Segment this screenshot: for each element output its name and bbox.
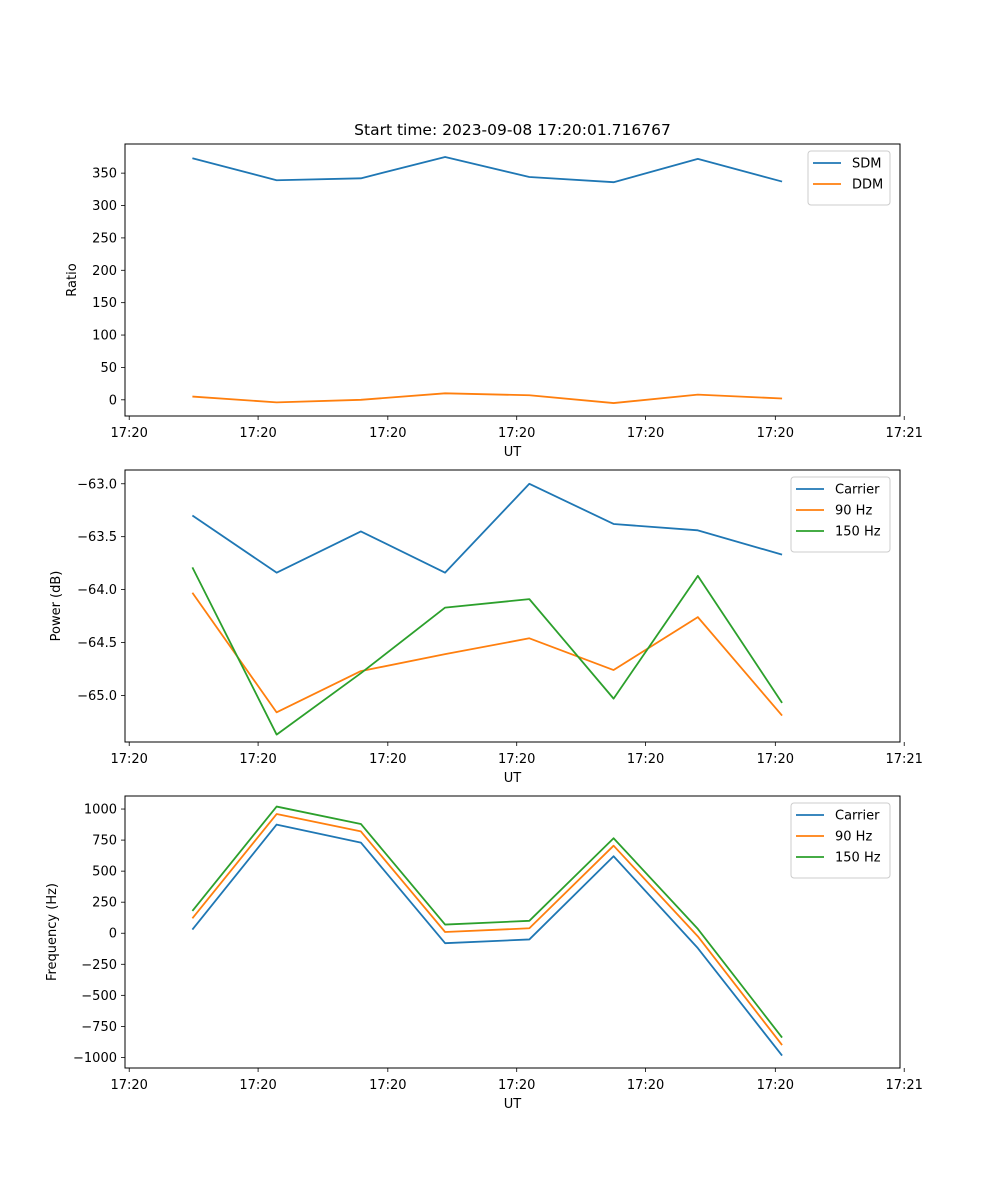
y-tick-label: −750	[81, 1020, 117, 1035]
x-tick-label: 17:20	[239, 426, 276, 441]
x-tick-label: 17:20	[757, 752, 794, 767]
y-tick-label: 1000	[84, 803, 117, 818]
y-tick-label: 150	[92, 296, 117, 311]
x-tick-label: 17:21	[885, 752, 922, 767]
y-tick-label: 250	[92, 896, 117, 911]
legend-label: DDM	[852, 178, 883, 193]
subplot-3: 17:20 17:20 17:20 17:20 17:20 17:20 17:21 −1000…	[45, 795, 923, 1112]
legend: SDM DDM	[807, 150, 891, 206]
legend-label: SDM	[852, 157, 881, 172]
x-tick-label: 17:20	[110, 752, 147, 767]
y-tick-label: 50	[100, 361, 117, 376]
series-line-90-hz	[191, 592, 783, 717]
y-tick-label: −63.0	[77, 477, 117, 492]
x-tick-label: 17:20	[369, 752, 406, 767]
series-line-carrier	[191, 482, 783, 574]
legend-label: 90 Hz	[835, 504, 872, 519]
y-tick-label: 350	[92, 167, 117, 182]
y-tick-label: −64.5	[77, 636, 117, 651]
x-tick-label: 17:20	[498, 426, 535, 441]
legend-label: 150 Hz	[835, 851, 881, 866]
x-tick-label: 17:20	[369, 426, 406, 441]
axes-frame	[124, 469, 901, 743]
x-tick-label: 17:20	[627, 1078, 664, 1093]
y-tick-label: −500	[81, 989, 117, 1004]
x-axis-label: UT	[504, 1097, 522, 1112]
legend: Carrier 90 Hz 150 Hz	[790, 802, 891, 879]
y-axis-label: Power (dB)	[49, 571, 64, 642]
y-tick-label: −65.0	[77, 689, 117, 704]
y-tick-label: −1000	[73, 1051, 117, 1066]
series-line-carrier	[191, 823, 783, 1057]
x-tick-label: 17:20	[239, 752, 276, 767]
y-tick-label: −250	[81, 958, 117, 973]
subplot-1: 17:20 17:20 17:20 17:20 17:20 17:20 17:21 0 50 10…	[65, 121, 923, 460]
axes-frame	[124, 795, 901, 1069]
y-tick-label: 300	[92, 199, 117, 214]
series-line-150-hz	[191, 805, 783, 1039]
legend-label: Carrier	[835, 483, 880, 498]
series-line-90-hz	[191, 813, 783, 1046]
x-tick-label: 17:21	[885, 426, 922, 441]
y-tick-label: 0	[109, 393, 117, 408]
y-tick-label: 200	[92, 264, 117, 279]
y-tick-label: 750	[92, 834, 117, 849]
y-tick-label: 500	[92, 865, 117, 880]
x-tick-label: 17:20	[239, 1078, 276, 1093]
x-tick-label: 17:20	[627, 426, 664, 441]
subplot-2: 17:20 17:20 17:20 17:20 17:20 17:20 17:21 −65.0…	[49, 469, 923, 786]
chart-title: Start time: 2023-09-08 17:20:01.716767	[354, 121, 671, 139]
x-tick-label: 17:20	[110, 1078, 147, 1093]
y-tick-label: −63.5	[77, 530, 117, 545]
series-line-sdm	[192, 156, 783, 184]
legend: Carrier 90 Hz 150 Hz	[790, 476, 891, 553]
x-tick-label: 17:20	[498, 1078, 535, 1093]
x-tick-label: 17:20	[757, 1078, 794, 1093]
legend-box	[807, 150, 891, 206]
y-tick-label: 100	[92, 329, 117, 344]
legend-label: 150 Hz	[835, 525, 881, 540]
axes-frame	[124, 143, 901, 417]
y-tick-label: 250	[92, 231, 117, 246]
legend-box	[790, 802, 891, 879]
x-tick-label: 17:20	[369, 1078, 406, 1093]
y-axis-label: Ratio	[65, 263, 80, 296]
x-axis-label: UT	[504, 771, 522, 786]
y-tick-label: −64.0	[77, 583, 117, 598]
legend-label: 90 Hz	[835, 830, 872, 845]
x-tick-label: 17:20	[757, 426, 794, 441]
x-tick-label: 17:20	[110, 426, 147, 441]
legend-label: Carrier	[835, 809, 880, 824]
x-axis-label: UT	[504, 445, 522, 460]
y-axis-label: Frequency (Hz)	[45, 883, 60, 981]
series-line-150-hz	[191, 566, 783, 736]
x-tick-label: 17:20	[627, 752, 664, 767]
x-tick-label: 17:21	[885, 1078, 922, 1093]
legend-box	[790, 476, 891, 553]
x-tick-label: 17:20	[498, 752, 535, 767]
series-line-ddm	[192, 392, 783, 404]
y-tick-label: 0	[109, 927, 117, 942]
